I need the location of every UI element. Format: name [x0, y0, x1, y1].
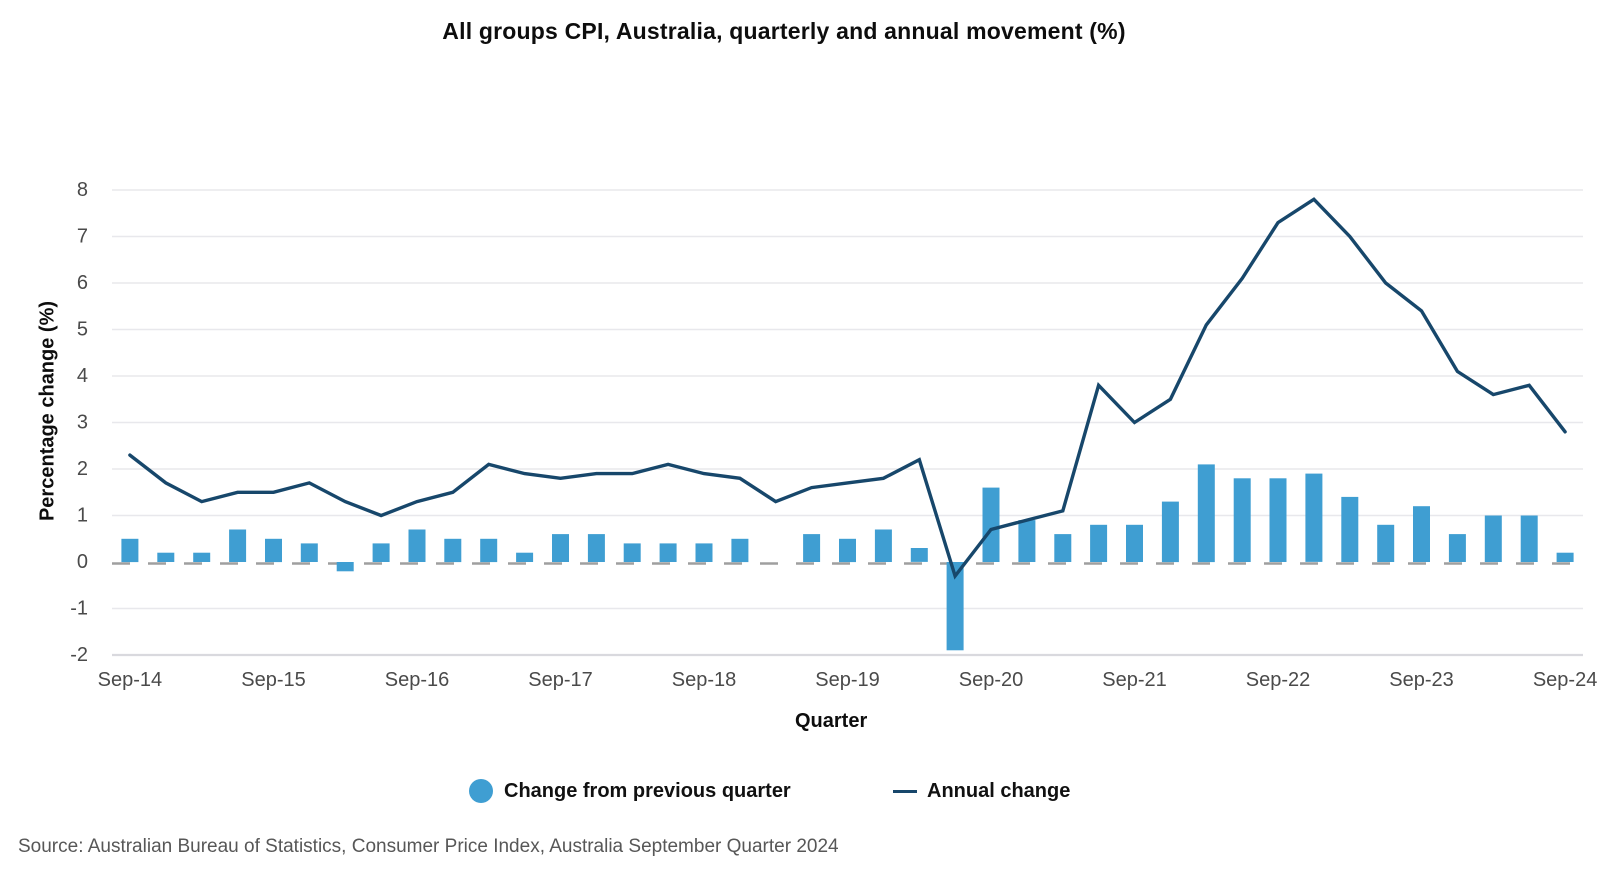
svg-text:Sep-16: Sep-16 — [385, 669, 450, 691]
legend-line-marker-icon — [893, 789, 917, 793]
svg-text:-1: -1 — [70, 598, 88, 620]
legend-item-quarterly-change: Change from previous quarter — [469, 778, 791, 804]
svg-text:7: 7 — [77, 226, 88, 248]
svg-text:8: 8 — [77, 179, 88, 201]
x-axis-title: Quarter — [795, 710, 868, 732]
svg-text:-2: -2 — [70, 644, 88, 666]
legend-item-annual-change: Annual change — [893, 778, 1070, 804]
svg-text:2: 2 — [77, 458, 88, 480]
svg-text:6: 6 — [77, 272, 88, 294]
svg-text:1: 1 — [77, 505, 88, 527]
svg-text:5: 5 — [77, 319, 88, 341]
svg-text:Sep-19: Sep-19 — [815, 669, 880, 691]
svg-text:Sep-21: Sep-21 — [1102, 669, 1167, 691]
svg-text:Sep-22: Sep-22 — [1246, 669, 1311, 691]
svg-text:Sep-23: Sep-23 — [1389, 669, 1454, 691]
chart-title: All groups CPI, Australia, quarterly and… — [442, 18, 1126, 44]
svg-text:3: 3 — [77, 412, 88, 434]
legend-label-annual: Annual change — [927, 779, 1071, 802]
svg-text:4: 4 — [77, 365, 88, 387]
svg-text:Sep-24: Sep-24 — [1533, 669, 1598, 691]
legend: Change from previous quarter Annual chan… — [0, 778, 1600, 804]
svg-text:Sep-18: Sep-18 — [672, 669, 737, 691]
svg-text:0: 0 — [77, 551, 88, 573]
legend-circle-marker-icon — [469, 779, 493, 803]
svg-text:Sep-15: Sep-15 — [241, 669, 306, 691]
svg-text:Sep-14: Sep-14 — [98, 669, 163, 691]
svg-text:Sep-20: Sep-20 — [959, 669, 1024, 691]
legend-label-quarterly: Change from previous quarter — [504, 779, 791, 802]
source-note: Source: Australian Bureau of Statistics,… — [18, 836, 839, 857]
plot-area: 8 7 6 5 4 3 2 1 0 -1 -2 Sep-14 Sep-15 Sep-16 Sep-17 Sep… — [70, 179, 1598, 691]
svg-text:Sep-17: Sep-17 — [528, 669, 593, 691]
